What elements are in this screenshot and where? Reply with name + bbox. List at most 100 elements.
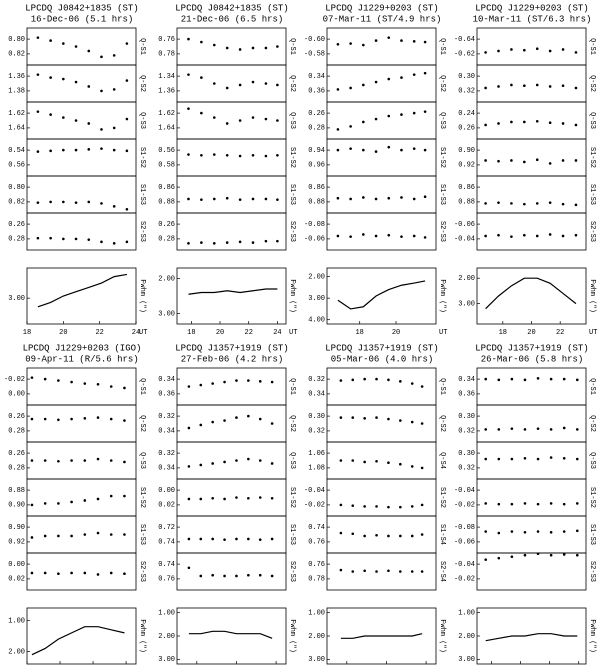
data-point	[187, 385, 191, 388]
data-point	[387, 36, 391, 39]
y-tick-label: -0.06	[454, 221, 475, 229]
y-axis-label: S1-S3	[588, 184, 596, 205]
y-axis-label: Q-S1	[588, 38, 596, 55]
data-point	[575, 502, 579, 505]
data-point	[420, 570, 424, 573]
y-tick-label: 1.06	[308, 450, 325, 458]
x-tick-label: 18	[187, 329, 195, 337]
data-point	[57, 418, 60, 422]
data-point	[247, 537, 250, 541]
panel-frame	[476, 212, 587, 251]
data-point	[574, 233, 578, 237]
y-axis-label: S2-S3	[588, 221, 596, 242]
data-point	[49, 149, 52, 153]
panel-frame	[476, 64, 587, 103]
data-point	[523, 502, 527, 505]
y-axis-label: Fwhm (")	[588, 279, 596, 313]
data-point	[199, 463, 203, 467]
y-axis-label: Q-S2	[438, 75, 446, 92]
data-point	[400, 39, 403, 42]
y-axis-label: S1-S3	[138, 184, 146, 205]
data-point	[43, 459, 47, 462]
y-tick-label: 3.00	[308, 295, 325, 303]
data-point	[212, 43, 216, 47]
y-axis-label: Q-S2	[588, 75, 596, 92]
y-tick-label: 3.00	[308, 656, 325, 664]
data-point	[497, 122, 500, 125]
block-subtitle: 27-Feb-06 (4.2 hrs)	[181, 354, 284, 364]
data-point	[70, 380, 73, 384]
y-axis-label: Fwhm (")	[588, 619, 596, 653]
data-point	[36, 201, 40, 204]
panel-frame	[326, 175, 437, 214]
data-point	[549, 530, 553, 534]
panel-frame	[326, 212, 437, 251]
panel-frame	[176, 607, 287, 665]
data-point	[247, 496, 250, 500]
data-point	[199, 423, 203, 427]
x-tick-label: 24	[273, 329, 281, 337]
y-tick-label: 1.34	[158, 73, 175, 81]
data-point	[339, 503, 343, 507]
y-tick-label: 2.00	[308, 273, 325, 281]
data-point	[349, 86, 352, 90]
y-tick-label: 0.32	[458, 88, 475, 96]
y-tick-label: 0.26	[8, 450, 25, 458]
data-point	[30, 459, 34, 462]
block-title: LPCDQ J0842+1835 (ST)	[175, 3, 288, 13]
data-point	[74, 237, 78, 241]
data-point	[363, 569, 366, 573]
data-point	[562, 426, 566, 430]
y-tick-label: 0.86	[158, 184, 175, 192]
panel-frame	[176, 478, 287, 517]
data-point	[83, 499, 87, 502]
data-point	[57, 534, 60, 538]
y-axis-label: S1-S2	[588, 147, 596, 168]
y-tick-label: 0.54	[8, 147, 25, 155]
y-tick-label: 4.00	[308, 317, 325, 325]
y-tick-label: 0.92	[8, 539, 25, 547]
panel-frame	[26, 267, 137, 325]
y-tick-label: -0.62	[454, 51, 475, 59]
y-tick-label: 1.62	[158, 110, 175, 118]
data-point	[339, 459, 343, 462]
y-tick-label: -0.58	[304, 51, 325, 59]
data-point	[523, 48, 526, 52]
data-point	[484, 123, 487, 127]
panel-frame	[326, 267, 437, 325]
panel-frame	[176, 515, 287, 554]
y-tick-label: 0.30	[458, 450, 475, 458]
data-point	[363, 505, 366, 508]
data-point	[258, 380, 262, 383]
data-point	[510, 377, 514, 381]
y-axis-label: Q-S2	[288, 75, 296, 92]
y-axis-label: Q-S3	[438, 112, 446, 129]
y-tick-label: 0.28	[8, 465, 25, 473]
y-tick-label: 1.64	[8, 125, 25, 133]
data-point	[247, 573, 250, 577]
data-point	[30, 503, 34, 507]
panel-frame	[26, 101, 137, 140]
data-point	[510, 235, 513, 238]
data-point	[523, 530, 527, 534]
panel-frame	[176, 64, 287, 103]
data-point	[420, 422, 424, 425]
data-point	[484, 51, 487, 54]
fwhm-line	[340, 633, 423, 639]
data-point	[238, 154, 242, 158]
data-point	[112, 54, 116, 57]
y-axis-label: S1-S2	[588, 487, 596, 508]
y-tick-label: 0.36	[458, 391, 475, 399]
data-point	[484, 428, 488, 431]
panel-frame	[326, 101, 437, 140]
data-point	[387, 569, 390, 573]
data-point	[270, 496, 274, 500]
data-point	[247, 457, 250, 461]
data-point	[49, 113, 52, 116]
data-point	[420, 533, 424, 536]
panel-frame	[476, 27, 587, 66]
data-point	[74, 119, 78, 122]
panel-frame	[476, 175, 587, 214]
data-point	[548, 233, 552, 236]
data-point	[562, 502, 566, 506]
